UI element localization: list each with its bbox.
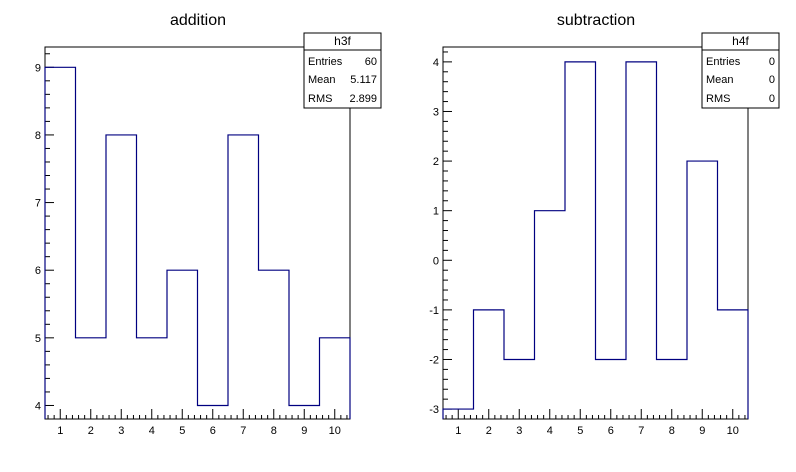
stats-mean-label: Mean bbox=[308, 74, 336, 86]
stats-entries-value: 60 bbox=[365, 56, 377, 68]
x-tick-label: 9 bbox=[301, 425, 307, 437]
x-tick-label: 3 bbox=[118, 425, 124, 437]
stats-rms-label: RMS bbox=[308, 93, 332, 105]
x-tick-label: 4 bbox=[547, 425, 553, 437]
x-tick-label: 7 bbox=[240, 425, 246, 437]
stats-rms-label: RMS bbox=[706, 93, 730, 105]
stats-box-frame bbox=[701, 32, 780, 109]
stats-rms-value: 0 bbox=[769, 93, 775, 105]
y-tick-label: 9 bbox=[35, 62, 41, 74]
histogram-line-subtraction bbox=[442, 61, 749, 419]
y-axis-addition: 4 5 6 7 8 9 bbox=[35, 53, 54, 420]
chart-title-addition: addition bbox=[170, 12, 226, 29]
y-tick-label: 2 bbox=[433, 156, 439, 168]
x-tick-label: 3 bbox=[516, 425, 522, 437]
stats-entries-label: Entries bbox=[706, 56, 741, 68]
stats-box-name: h3f bbox=[334, 34, 351, 48]
chart-title-subtraction: subtraction bbox=[557, 12, 635, 29]
y-tick-label: 5 bbox=[35, 333, 41, 345]
plot-frame-subtraction bbox=[442, 46, 749, 420]
stats-entries-label: Entries bbox=[308, 56, 343, 68]
x-tick-label: 5 bbox=[179, 425, 185, 437]
stats-box-frame bbox=[303, 32, 382, 109]
stats-box-name: h4f bbox=[732, 34, 749, 48]
pad-addition: addition 4 5 6 7 8 9 1 2 3 4 5 6 7 8 9 10 h3f Entries … bbox=[35, 12, 382, 437]
stats-rms-value: 2.899 bbox=[349, 93, 377, 105]
x-tick-label: 8 bbox=[669, 425, 675, 437]
x-tick-label: 2 bbox=[486, 425, 492, 437]
y-tick-label: 7 bbox=[35, 198, 41, 210]
x-tick-label: 4 bbox=[149, 425, 155, 437]
y-tick-label: 1 bbox=[433, 206, 439, 218]
histogram-line-addition bbox=[44, 66, 351, 419]
x-tick-label: 6 bbox=[210, 425, 216, 437]
x-tick-label: 5 bbox=[577, 425, 583, 437]
x-tick-label: 1 bbox=[455, 425, 461, 437]
x-tick-label: 2 bbox=[88, 425, 94, 437]
y-tick-label: -3 bbox=[429, 404, 439, 416]
stats-box-subtraction: h4f Entries 0 Mean 0 RMS 0 bbox=[701, 32, 780, 109]
stats-mean-label: Mean bbox=[706, 74, 734, 86]
x-tick-label: 10 bbox=[727, 425, 739, 437]
y-tick-label: 3 bbox=[433, 106, 439, 118]
x-axis-addition: 1 2 3 4 5 6 7 8 9 10 bbox=[47, 409, 348, 437]
y-tick-label: 0 bbox=[433, 255, 439, 267]
stats-mean-value: 0 bbox=[769, 74, 775, 86]
y-tick-label: 4 bbox=[433, 57, 439, 69]
y-tick-label: 6 bbox=[35, 265, 41, 277]
x-tick-label: 10 bbox=[329, 425, 341, 437]
y-tick-label: 4 bbox=[35, 400, 41, 412]
y-tick-label: 8 bbox=[35, 130, 41, 142]
stats-box-addition: h3f Entries 60 Mean 5.117 RMS 2.899 bbox=[303, 32, 382, 109]
y-tick-label: -1 bbox=[429, 305, 439, 317]
stats-entries-value: 0 bbox=[769, 56, 775, 68]
x-tick-label: 6 bbox=[608, 425, 614, 437]
x-tick-label: 9 bbox=[699, 425, 705, 437]
x-tick-label: 7 bbox=[638, 425, 644, 437]
pad-subtraction: subtraction -3 -2 -1 0 1 2 3 4 1 2 3 4 5 6 7 8 9 10 h4f … bbox=[429, 12, 780, 437]
stats-mean-value: 5.117 bbox=[350, 74, 377, 86]
x-tick-label: 1 bbox=[57, 425, 63, 437]
y-tick-label: -2 bbox=[429, 354, 439, 366]
x-axis-subtraction: 1 2 3 4 5 6 7 8 9 10 bbox=[445, 409, 746, 437]
y-axis-subtraction: -3 -2 -1 0 1 2 3 4 bbox=[429, 51, 452, 420]
x-tick-label: 8 bbox=[271, 425, 277, 437]
